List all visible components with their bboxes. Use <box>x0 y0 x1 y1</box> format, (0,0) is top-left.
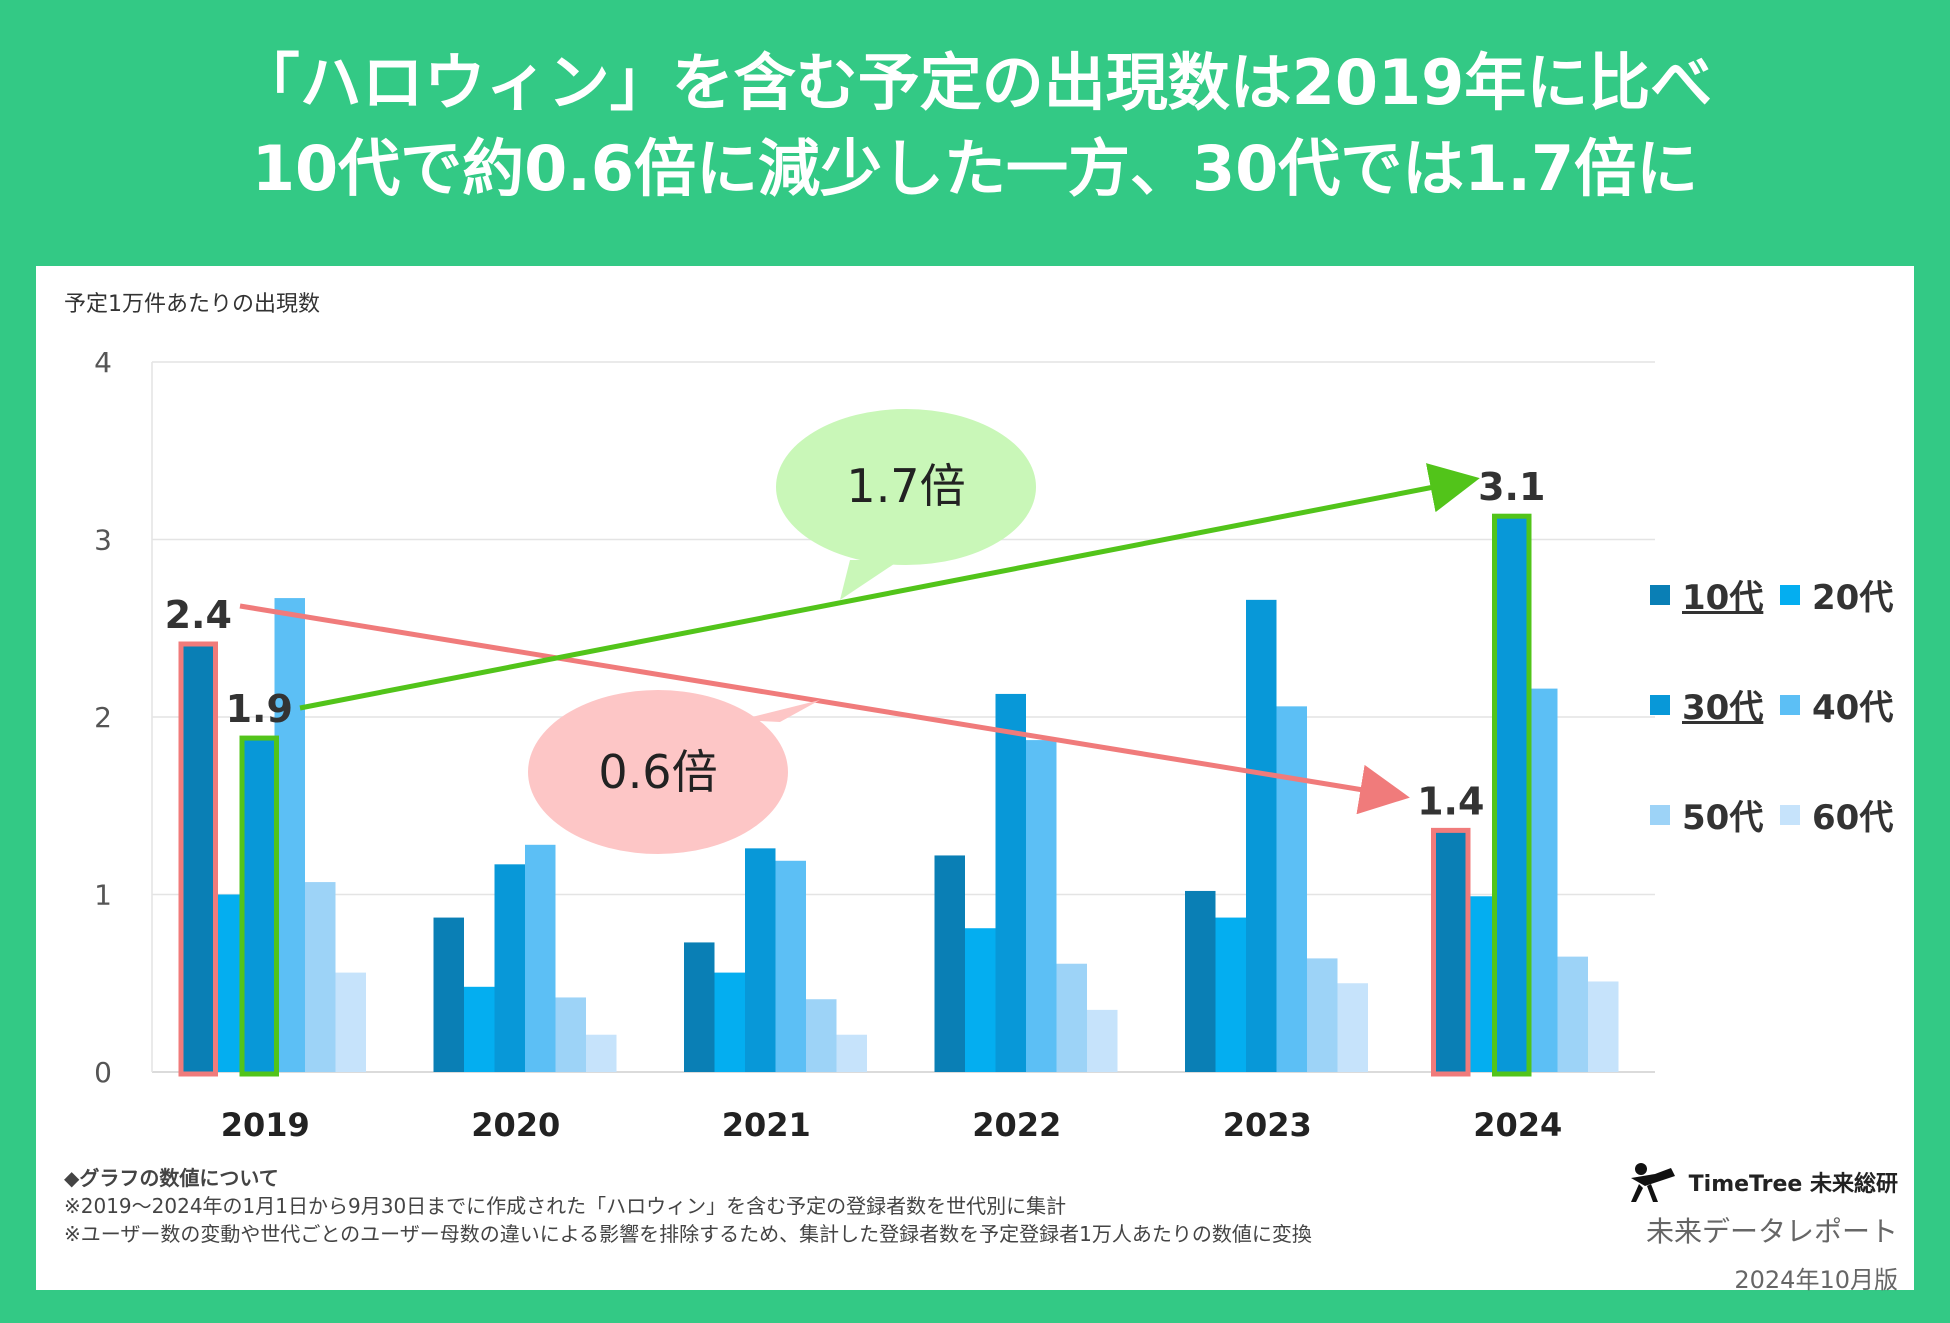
bar <box>586 1034 617 1072</box>
bar <box>1026 740 1057 1072</box>
bar <box>305 882 336 1072</box>
legend-swatch <box>1650 584 1670 605</box>
bar <box>433 917 464 1072</box>
highlight-outline-10s-2019 <box>178 641 218 1077</box>
bar <box>1087 1009 1118 1072</box>
legend-item-40s: 40代 <box>1780 680 1893 729</box>
bar <box>1185 890 1216 1072</box>
bar <box>555 997 586 1072</box>
brand-block: TimeTree 未来総研 未来データレポート 2024年10月版 <box>1625 1160 1898 1295</box>
bar <box>1337 983 1368 1072</box>
y-tick-label: 2 <box>94 701 112 734</box>
x-tick-label: 2019 <box>221 1106 310 1144</box>
bar <box>806 999 837 1072</box>
legend-label: 60代 <box>1812 798 1894 838</box>
decrease-bubble <box>528 690 788 854</box>
bar <box>1527 688 1558 1072</box>
headline-line-2: 10代で約0.6倍に減少した一方、30代では1.7倍に <box>251 132 1699 205</box>
bar <box>1276 706 1307 1072</box>
telescope-logo-icon <box>1630 1163 1675 1202</box>
report-edition: 2024年10月版 <box>1734 1266 1898 1294</box>
x-tick-label: 2023 <box>1223 1106 1312 1144</box>
bar <box>965 928 996 1072</box>
legend-item-50s: 50代 <box>1650 790 1763 839</box>
x-tick-label: 2021 <box>722 1106 811 1144</box>
bar <box>1588 981 1619 1072</box>
notes-heading: ◆グラフの数値について <box>64 1166 279 1190</box>
brand-logo: TimeTree 未来総研 <box>1625 1160 1898 1204</box>
legend-swatch <box>1780 584 1800 605</box>
legend-item-60s: 60代 <box>1780 790 1893 839</box>
legend-swatch <box>1780 804 1800 825</box>
bar <box>494 864 525 1072</box>
data-label: 1.9 <box>226 687 293 731</box>
headline-line-1: 「ハロウィン」を含む予定の出現数は2019年に比べ <box>237 46 1713 119</box>
bar <box>995 693 1026 1072</box>
increase-bubble <box>776 409 1036 565</box>
bar <box>1056 963 1087 1072</box>
legend-label: 10代 <box>1682 578 1764 618</box>
bar <box>836 1034 867 1072</box>
bar <box>745 848 776 1072</box>
data-label: 2.4 <box>165 593 232 637</box>
legend-swatch <box>1650 804 1670 825</box>
report-name: 未来データレポート <box>1645 1215 1898 1248</box>
notes-line-1: ※2019〜2024年の1月1日から9月30日までに作成された「ハロウィン」を含… <box>64 1194 1067 1218</box>
bar <box>464 986 495 1072</box>
bar <box>1215 917 1246 1072</box>
y-tick-label: 1 <box>94 879 112 912</box>
legend-swatch <box>1780 694 1800 715</box>
bar <box>934 855 965 1072</box>
decrease-bubble-tail <box>740 700 820 722</box>
legend-label: 30代 <box>1682 688 1764 728</box>
bar <box>213 894 244 1072</box>
bar <box>775 860 806 1072</box>
bar <box>183 646 214 1072</box>
bar <box>1496 518 1527 1072</box>
bar <box>684 942 715 1072</box>
x-tick-label: 2024 <box>1473 1106 1562 1144</box>
legend-item-20s: 20代 <box>1780 570 1893 619</box>
decrease-arrow <box>239 603 1410 815</box>
bar <box>525 844 556 1072</box>
highlight-outline-30s-2019 <box>239 735 279 1077</box>
bar <box>274 598 305 1072</box>
x-tick-label: 2020 <box>471 1106 560 1144</box>
bar <box>1466 896 1497 1072</box>
legend-label: 20代 <box>1812 578 1894 618</box>
bar <box>714 972 745 1072</box>
data-label: 1.4 <box>1417 779 1484 823</box>
highlight-outline-30s-2024 <box>1492 513 1532 1077</box>
increase-arrow <box>299 463 1480 711</box>
bar <box>335 972 366 1072</box>
y-axis-label: 予定1万件あたりの出現数 <box>64 292 320 317</box>
data-label: 3.1 <box>1478 465 1545 509</box>
legend-label: 40代 <box>1812 688 1894 728</box>
legend-item-10s: 10代 <box>1650 570 1763 619</box>
notes-line-2: ※ユーザー数の変動や世代ごとのユーザー母数の違いによる影響を排除するため、集計し… <box>64 1222 1312 1246</box>
bar <box>1435 832 1466 1072</box>
legend-item-30s: 30代 <box>1650 680 1763 729</box>
legend-swatch <box>1650 694 1670 715</box>
y-tick-label: 3 <box>94 524 112 557</box>
y-tick-label: 4 <box>94 346 112 379</box>
increase-bubble-tail <box>840 560 900 600</box>
headline: 「ハロウィン」を含む予定の出現数は2019年に比べ 10代で約0.6倍に減少した… <box>0 40 1950 212</box>
y-tick-label: 0 <box>94 1056 112 1089</box>
decrease-annotation: 0.6倍 <box>598 745 717 799</box>
bar <box>1307 958 1338 1072</box>
legend-label: 50代 <box>1682 798 1764 838</box>
bar <box>1246 599 1277 1072</box>
brand-logo-text: TimeTree 未来総研 <box>1688 1172 1898 1197</box>
increase-annotation: 1.7倍 <box>846 459 965 513</box>
bar <box>244 740 275 1072</box>
x-tick-label: 2022 <box>972 1106 1061 1144</box>
notes: ◆グラフの数値について ※2019〜2024年の1月1日から9月30日までに作成… <box>64 1164 1312 1248</box>
highlight-outline-10s-2024 <box>1431 827 1471 1077</box>
bar <box>1557 956 1588 1072</box>
